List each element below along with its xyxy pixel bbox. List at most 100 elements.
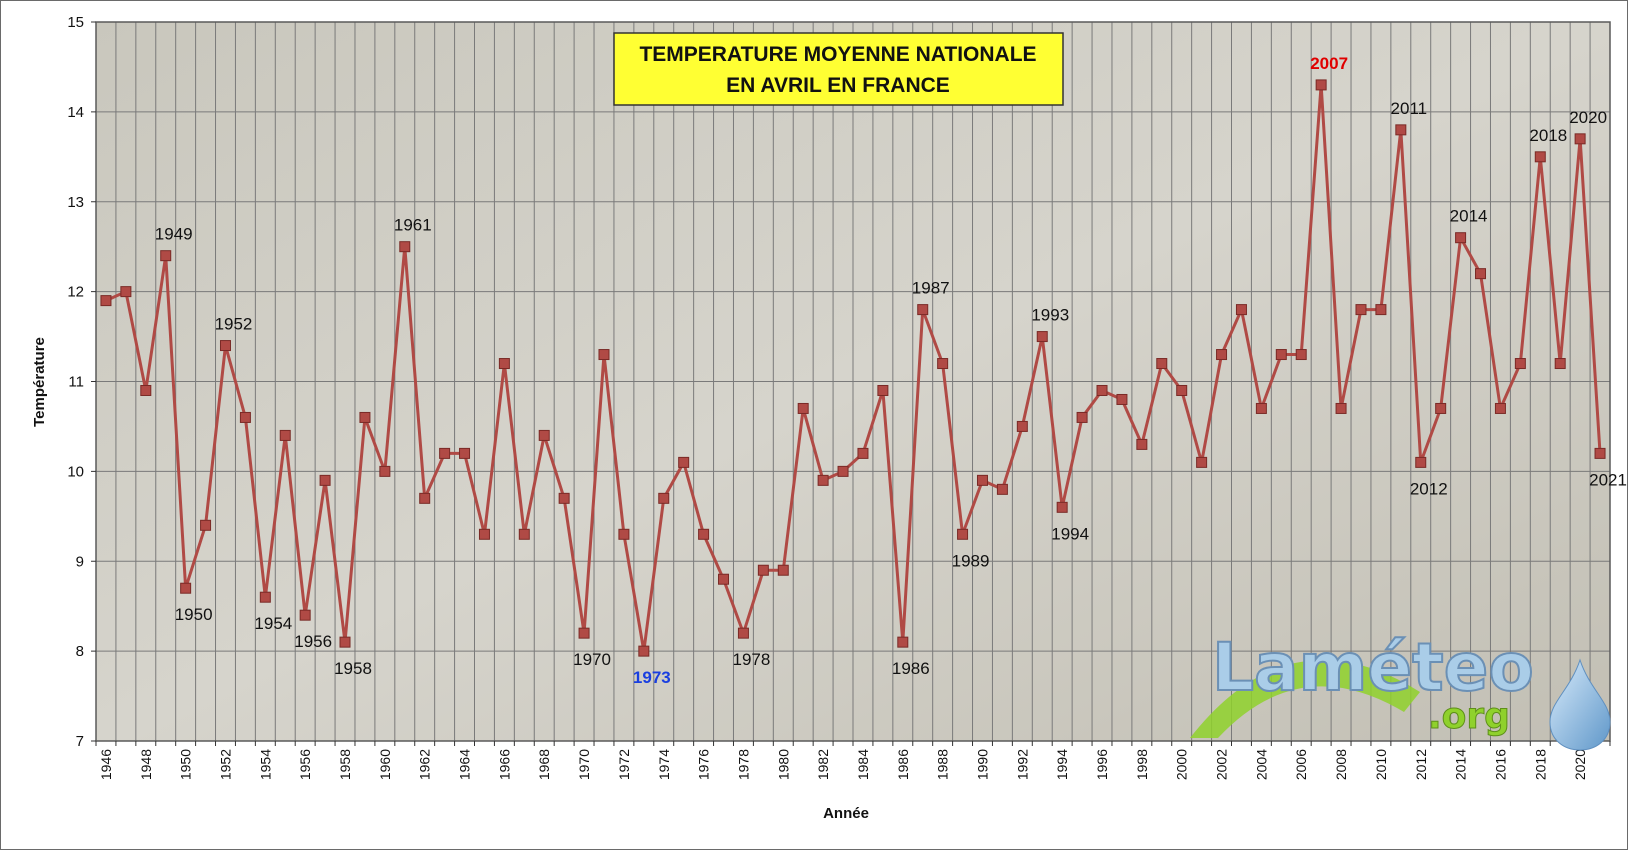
data-point (638, 645, 650, 657)
annotation-label: 1950 (175, 605, 213, 624)
x-tick-label: 1988 (935, 749, 951, 780)
x-tick-label: 1978 (735, 749, 751, 780)
data-point (160, 250, 172, 262)
data-point (200, 519, 212, 531)
x-tick-label: 1982 (815, 749, 831, 780)
data-point (976, 474, 988, 486)
x-tick-label: 1968 (536, 749, 552, 780)
data-point (957, 528, 969, 540)
y-axis-ticks: 7 8 9 10 11 12 13 14 15 (67, 14, 96, 750)
x-tick-label: 2000 (1174, 749, 1190, 780)
x-tick-label: 2010 (1373, 749, 1389, 780)
data-point (578, 627, 590, 639)
x-tick-label: 1970 (576, 749, 592, 780)
data-point (718, 573, 730, 585)
x-tick-label: 1986 (895, 749, 911, 780)
x-tick-label: 1964 (457, 749, 473, 780)
chart-title-line-2: EN AVRIL EN FRANCE (726, 74, 950, 97)
y-axis-label: Température (31, 337, 48, 427)
data-point (1156, 358, 1168, 370)
data-point (339, 636, 351, 648)
x-tick-label: 1980 (775, 749, 791, 780)
data-point (1574, 133, 1586, 145)
data-point (1375, 304, 1387, 316)
data-point (1036, 331, 1048, 343)
data-point (1056, 501, 1068, 513)
data-point (518, 528, 530, 540)
data-point (1235, 304, 1247, 316)
data-point (120, 286, 132, 298)
data-point (1196, 456, 1208, 468)
annotation-label: 2020 (1569, 108, 1607, 127)
logo-suffix: .org (1428, 696, 1510, 737)
annotation-label: 1956 (294, 632, 332, 651)
data-point (140, 384, 152, 396)
data-point (917, 304, 929, 316)
annotation-label: 1958 (334, 659, 372, 678)
data-point (180, 582, 192, 594)
data-point (1315, 79, 1327, 91)
data-point (1415, 456, 1427, 468)
annotation-label: 1978 (733, 650, 771, 669)
data-point (1594, 447, 1606, 459)
y-tick-label: 13 (67, 194, 84, 211)
data-point (618, 528, 630, 540)
x-tick-label: 1974 (656, 749, 672, 780)
x-tick-label: 2006 (1293, 749, 1309, 780)
x-tick-label: 2012 (1413, 749, 1429, 780)
data-point (1255, 402, 1267, 414)
data-point (857, 447, 869, 459)
annotation-label: 1954 (254, 614, 292, 633)
water-drop-icon (1549, 658, 1611, 751)
y-tick-label: 11 (68, 374, 84, 391)
data-point (1554, 358, 1566, 370)
logo-wordmark: Laméteo (1212, 629, 1534, 706)
data-point (1494, 402, 1506, 414)
y-tick-label: 9 (76, 553, 84, 570)
x-tick-label: 2020 (1572, 749, 1588, 780)
x-axis-label: Année (823, 805, 869, 822)
x-tick-label: 1960 (377, 749, 393, 780)
y-tick-label: 15 (67, 14, 84, 31)
x-tick-label: 1990 (974, 749, 990, 780)
x-tick-label: 2016 (1492, 749, 1508, 780)
title-background (613, 32, 1064, 106)
data-point (757, 564, 769, 576)
annotation-label: 2012 (1410, 479, 1448, 498)
x-tick-label: 1966 (496, 749, 512, 780)
y-tick-label: 12 (67, 284, 84, 301)
data-point (897, 636, 909, 648)
annotation-label: 1993 (1031, 306, 1069, 325)
data-point (439, 447, 451, 459)
data-point (419, 492, 431, 504)
x-tick-label: 1958 (337, 749, 353, 780)
data-point (937, 358, 949, 370)
data-point (1455, 232, 1467, 244)
series-line (105, 83, 1602, 653)
annotation-label: 1989 (952, 551, 990, 570)
annotation-label: 1973 (633, 668, 671, 687)
annotation-label: 1961 (394, 216, 432, 235)
x-tick-label: 1962 (417, 749, 433, 780)
data-point (319, 474, 331, 486)
x-tick-label: 1952 (217, 749, 233, 780)
data-point (299, 609, 311, 621)
data-point (1176, 384, 1188, 396)
x-tick-label: 1998 (1134, 749, 1150, 780)
lameteo-logo: Laméteo .org (1190, 628, 1611, 751)
data-point (1475, 268, 1487, 280)
x-axis-ticks: 1946 1948 1950 1952 1954 1956 1958 1960 1962 1964… (95, 741, 1611, 780)
series-temperature (100, 79, 1606, 657)
annotation-label: 2021 (1589, 470, 1627, 489)
x-tick-label: 2018 (1532, 749, 1548, 780)
data-point (478, 528, 490, 540)
data-point (399, 241, 411, 253)
x-tick-label: 1992 (1014, 749, 1030, 780)
data-point (877, 384, 889, 396)
data-point (379, 465, 391, 477)
y-tick-label: 14 (67, 104, 84, 121)
data-point (1335, 402, 1347, 414)
